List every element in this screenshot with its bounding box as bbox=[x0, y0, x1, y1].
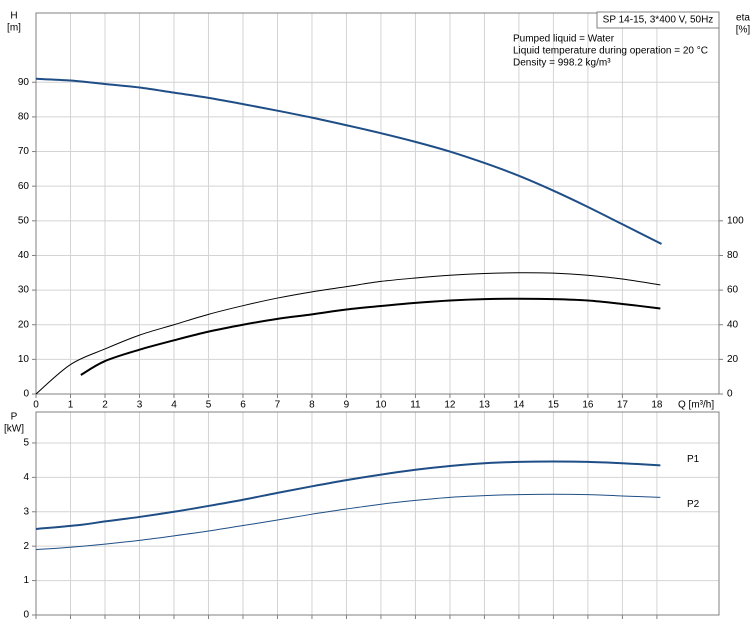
x-tick-label: 6 bbox=[240, 400, 246, 411]
series-label: P2 bbox=[687, 499, 700, 510]
y2-tick-label: 100 bbox=[727, 215, 744, 226]
x-tick-label: 2 bbox=[102, 400, 108, 411]
curve bbox=[80, 297, 661, 376]
x-tick-label: 14 bbox=[513, 400, 525, 411]
x-tick-label: 15 bbox=[548, 400, 560, 411]
y-axis-unit: [kW] bbox=[4, 424, 24, 435]
y2-tick-label: 60 bbox=[727, 285, 739, 296]
y-tick-label: 30 bbox=[18, 285, 30, 296]
y-tick-label: 80 bbox=[18, 112, 30, 123]
curve bbox=[35, 272, 661, 395]
annotation: Liquid temperature during operation = 20… bbox=[513, 46, 708, 57]
y-tick-label: 5 bbox=[23, 438, 29, 449]
x-tick-label: 1 bbox=[68, 400, 74, 411]
annotation: Pumped liquid = Water bbox=[513, 34, 615, 45]
x-tick-label: 11 bbox=[410, 400, 421, 411]
y-tick-label: 20 bbox=[18, 319, 30, 330]
x-tick-label: 8 bbox=[309, 400, 315, 411]
y-axis-label: H bbox=[10, 11, 17, 22]
series-label: P1 bbox=[687, 454, 700, 465]
plot-area bbox=[36, 412, 719, 615]
y-tick-label: 50 bbox=[18, 215, 30, 226]
y2-tick-label: 0 bbox=[727, 389, 733, 400]
chart-title: SP 14-15, 3*400 V, 50Hz bbox=[603, 15, 714, 26]
x-tick-label: 12 bbox=[444, 400, 456, 411]
y2-tick-label: 40 bbox=[727, 319, 739, 330]
x-tick-label: 4 bbox=[171, 400, 177, 411]
x-tick-label: 13 bbox=[479, 400, 491, 411]
title-box bbox=[596, 11, 720, 29]
x-tick-label: 16 bbox=[582, 400, 594, 411]
y-tick-label: 60 bbox=[18, 181, 30, 192]
y-tick-label: 4 bbox=[23, 472, 29, 483]
plot-area bbox=[36, 13, 719, 394]
x-tick-label: 7 bbox=[275, 400, 281, 411]
y-tick-label: 1 bbox=[23, 575, 29, 586]
y2-axis-label: eta bbox=[736, 13, 750, 24]
x-tick-label: 17 bbox=[617, 400, 629, 411]
plot-frame bbox=[35, 12, 720, 395]
x-tick-label: 5 bbox=[206, 400, 212, 411]
curve bbox=[35, 77, 662, 245]
y2-axis-unit: [%] bbox=[736, 25, 751, 36]
y-tick-label: 2 bbox=[23, 541, 29, 552]
x-tick-label: 10 bbox=[375, 400, 387, 411]
y-tick-label: 90 bbox=[18, 77, 30, 88]
x-tick-label: 9 bbox=[344, 400, 350, 411]
y-tick-label: 0 bbox=[23, 389, 29, 400]
x-tick-label: 3 bbox=[137, 400, 143, 411]
x-axis-label: Q [m³/h] bbox=[678, 400, 714, 411]
y2-tick-label: 20 bbox=[727, 354, 739, 365]
x-tick-label: 18 bbox=[651, 400, 663, 411]
y-tick-label: 10 bbox=[18, 354, 30, 365]
y-axis-unit: [m] bbox=[7, 23, 21, 34]
y2-tick-label: 80 bbox=[727, 250, 739, 261]
y-axis-label: P bbox=[11, 412, 18, 423]
x-tick-label: 0 bbox=[33, 400, 39, 411]
plot-frame bbox=[35, 411, 720, 616]
y-tick-label: 40 bbox=[18, 250, 30, 261]
y-tick-label: 3 bbox=[23, 506, 29, 517]
y-tick-label: 0 bbox=[23, 610, 29, 621]
curve bbox=[35, 460, 661, 530]
curve bbox=[35, 493, 661, 551]
y-tick-label: 70 bbox=[18, 146, 30, 157]
annotation: Density = 998.2 kg/m³ bbox=[513, 58, 611, 69]
